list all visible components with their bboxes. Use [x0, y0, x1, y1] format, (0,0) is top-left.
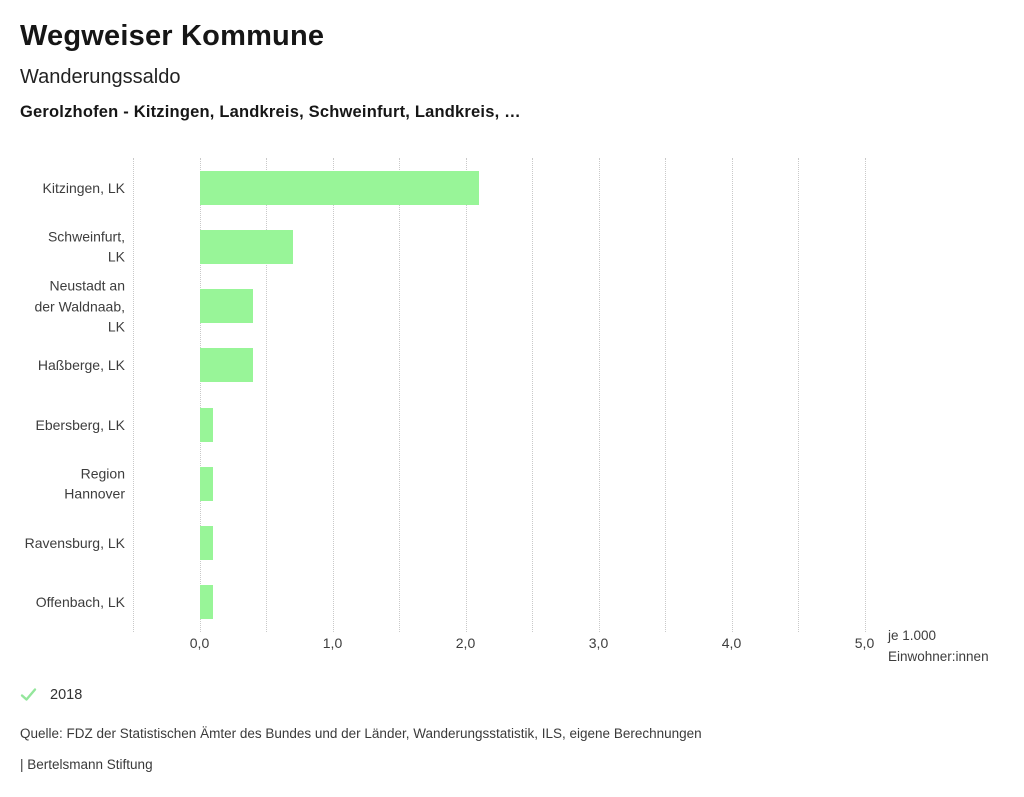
grid-line — [798, 158, 799, 632]
bar-schweinfurt-lk[interactable] — [199, 229, 293, 264]
x-axis-tick-label: 0,0 — [189, 635, 210, 651]
bar-ravensburg-lk[interactable] — [199, 526, 213, 561]
attribution-text: | Bertelsmann Stiftung — [20, 757, 153, 772]
bar-offenbach-lk[interactable] — [199, 585, 213, 620]
app-title: Wegweiser Kommune — [20, 20, 325, 52]
axis-unit-line-1: je 1.000 — [888, 628, 937, 643]
category-label: Ebersberg, LK — [35, 416, 126, 433]
chart-subtitle: Wanderungssaldo — [20, 66, 181, 88]
x-axis-tick-label: 1,0 — [322, 635, 343, 651]
legend-item-2018[interactable]: 2018 — [20, 686, 82, 703]
bar-kitzingen-lk[interactable] — [199, 170, 479, 205]
grid-line — [332, 158, 334, 632]
grid-line — [399, 158, 400, 632]
grid-line — [598, 158, 600, 632]
grid-line — [665, 158, 666, 632]
grid-line — [731, 158, 733, 632]
x-axis-tick-label: 5,0 — [854, 635, 875, 651]
category-label: Kitzingen, LK — [42, 179, 126, 196]
axis-unit-label: je 1.000 Einwohner:innen — [888, 625, 989, 667]
category-label: Neustadt an der Waldnaab, LK — [34, 277, 125, 335]
x-axis-tick-label: 3,0 — [588, 635, 609, 651]
bar-neustadt-an-der-waldnaab-lk[interactable] — [199, 289, 253, 324]
x-axis: 0,0 1,0 2,0 3,0 4,0 5,0 — [0, 635, 1024, 653]
x-axis-tick-label: 2,0 — [455, 635, 476, 651]
grid-line — [465, 158, 467, 632]
bar-ebersberg-lk[interactable] — [199, 407, 213, 442]
category-label: Schweinfurt, LK — [47, 228, 125, 265]
grid-line — [864, 158, 866, 632]
legend-year-label: 2018 — [50, 686, 83, 703]
grid-line — [133, 158, 134, 632]
category-label: Ravensburg, LK — [24, 534, 125, 551]
grid-line — [266, 158, 267, 632]
plot-area — [133, 158, 866, 632]
chart-series-title: Gerolzhofen - Kitzingen, Landkreis, Schw… — [20, 103, 521, 121]
grid-line — [199, 158, 201, 632]
category-label: Haßberge, LK — [37, 357, 125, 374]
grid-line — [532, 158, 533, 632]
category-axis-labels: Kitzingen, LK Schweinfurt, LK Neustadt an de… — [0, 158, 125, 632]
x-axis-tick-label: 4,0 — [721, 635, 742, 651]
bar-region-hannover[interactable] — [199, 466, 213, 501]
category-label: Offenbach, LK — [35, 594, 125, 611]
axis-unit-line-2: Einwohner:innen — [888, 649, 989, 664]
bar-ha-berge-lk[interactable] — [199, 348, 253, 383]
source-text: Quelle: FDZ der Statistischen Ämter des … — [20, 726, 702, 741]
category-label: Region Hannover — [64, 465, 125, 502]
check-icon — [20, 686, 37, 703]
